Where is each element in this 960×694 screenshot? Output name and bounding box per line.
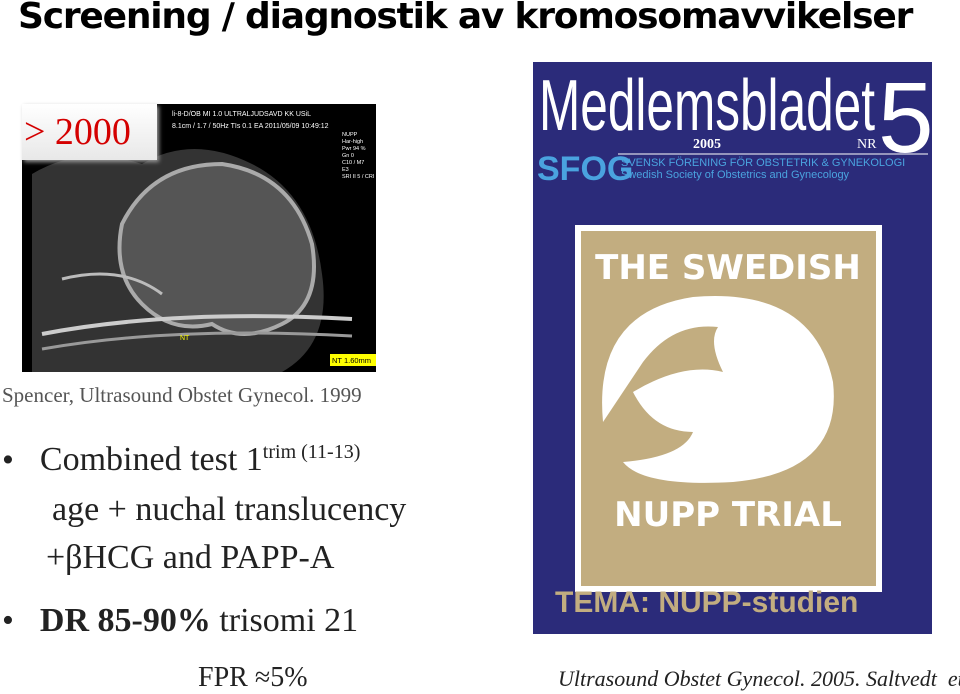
society-name: Swedish Society of Obstetrics and Gyneco… [621, 169, 850, 181]
us-caliper-label: NT [180, 335, 190, 342]
bullet-text: trisomi 21 [210, 602, 359, 639]
bullet-text: DR 85-90% [39, 602, 211, 639]
us-side-line: Har-high [342, 139, 363, 145]
us-fetus [117, 161, 316, 336]
issue-number: 5 [878, 62, 932, 174]
us-measurement: NT 1.60mm [332, 356, 371, 365]
continuation-line: +βHCG and PAPP-A [46, 539, 335, 576]
society-logo: SFOG [537, 150, 633, 188]
year: 2005 [693, 137, 721, 152]
us-side-line: E3 [342, 167, 349, 173]
badge-text: > 2000 [24, 111, 131, 153]
us-side-line: C10 / M7 [342, 160, 364, 166]
slide-title: Screening / diagnostik av kromosomavvike… [18, 0, 913, 37]
citation: Ultrasound Obstet Gynecol. 2005. Saltved… [558, 666, 960, 691]
us-side-line: Pwr 94 % [342, 146, 366, 152]
magazine-title: Medlemsbladet [539, 66, 875, 146]
ultrasound-image: li-8-D/OB MI 1.0 ULTRALJUDSAVD KK USiL 8… [22, 104, 376, 372]
continuation-line: age + nuchal translucency [52, 491, 407, 528]
theme: TEMA: NUPP-studien [555, 586, 858, 619]
us-side-line: SRI II 5 / CRI 2 [342, 174, 376, 180]
us-line [61, 272, 163, 296]
panel-title: THE SWEDISH [595, 248, 861, 288]
us-line [41, 331, 353, 351]
us-header: 8.1cm / 1.7 / 50Hz TIs 0.1 EA 2011/05/09… [172, 123, 329, 130]
bullet-text: Combined test 1 [39, 441, 263, 479]
bullet: • DR 85-90% trisomi 21 [2, 602, 359, 639]
us-measurement-box [330, 354, 376, 366]
fpr: FPR ≈5% [198, 662, 308, 693]
issue-label: NR [857, 137, 877, 152]
superscript: trim [262, 441, 297, 463]
citation: Spencer, Ultrasound Obstet Gynecol. 1999 [2, 383, 362, 407]
fetus-icon [602, 296, 834, 483]
badge: > 2000 [22, 104, 157, 160]
superscript: (11-13) [296, 441, 361, 463]
us-side-line: NUPP [342, 132, 358, 138]
society-name: SVENSK FÖRENING FÖR OBSTETRIK & GYNEKOLO… [621, 157, 905, 169]
bullet: • Combined test 1trim (11-13) [2, 441, 361, 479]
panel-title: NUPP TRIAL [614, 495, 842, 535]
magazine-cover: Medlemsbladet 5 2005 NR SFOG SVENSK FÖRE… [533, 62, 932, 634]
us-side-line: Gn 0 [342, 153, 354, 159]
us-header: li-8-D/OB MI 1.0 ULTRALJUDSAVD KK USiL [172, 111, 311, 118]
us-line [41, 314, 353, 336]
